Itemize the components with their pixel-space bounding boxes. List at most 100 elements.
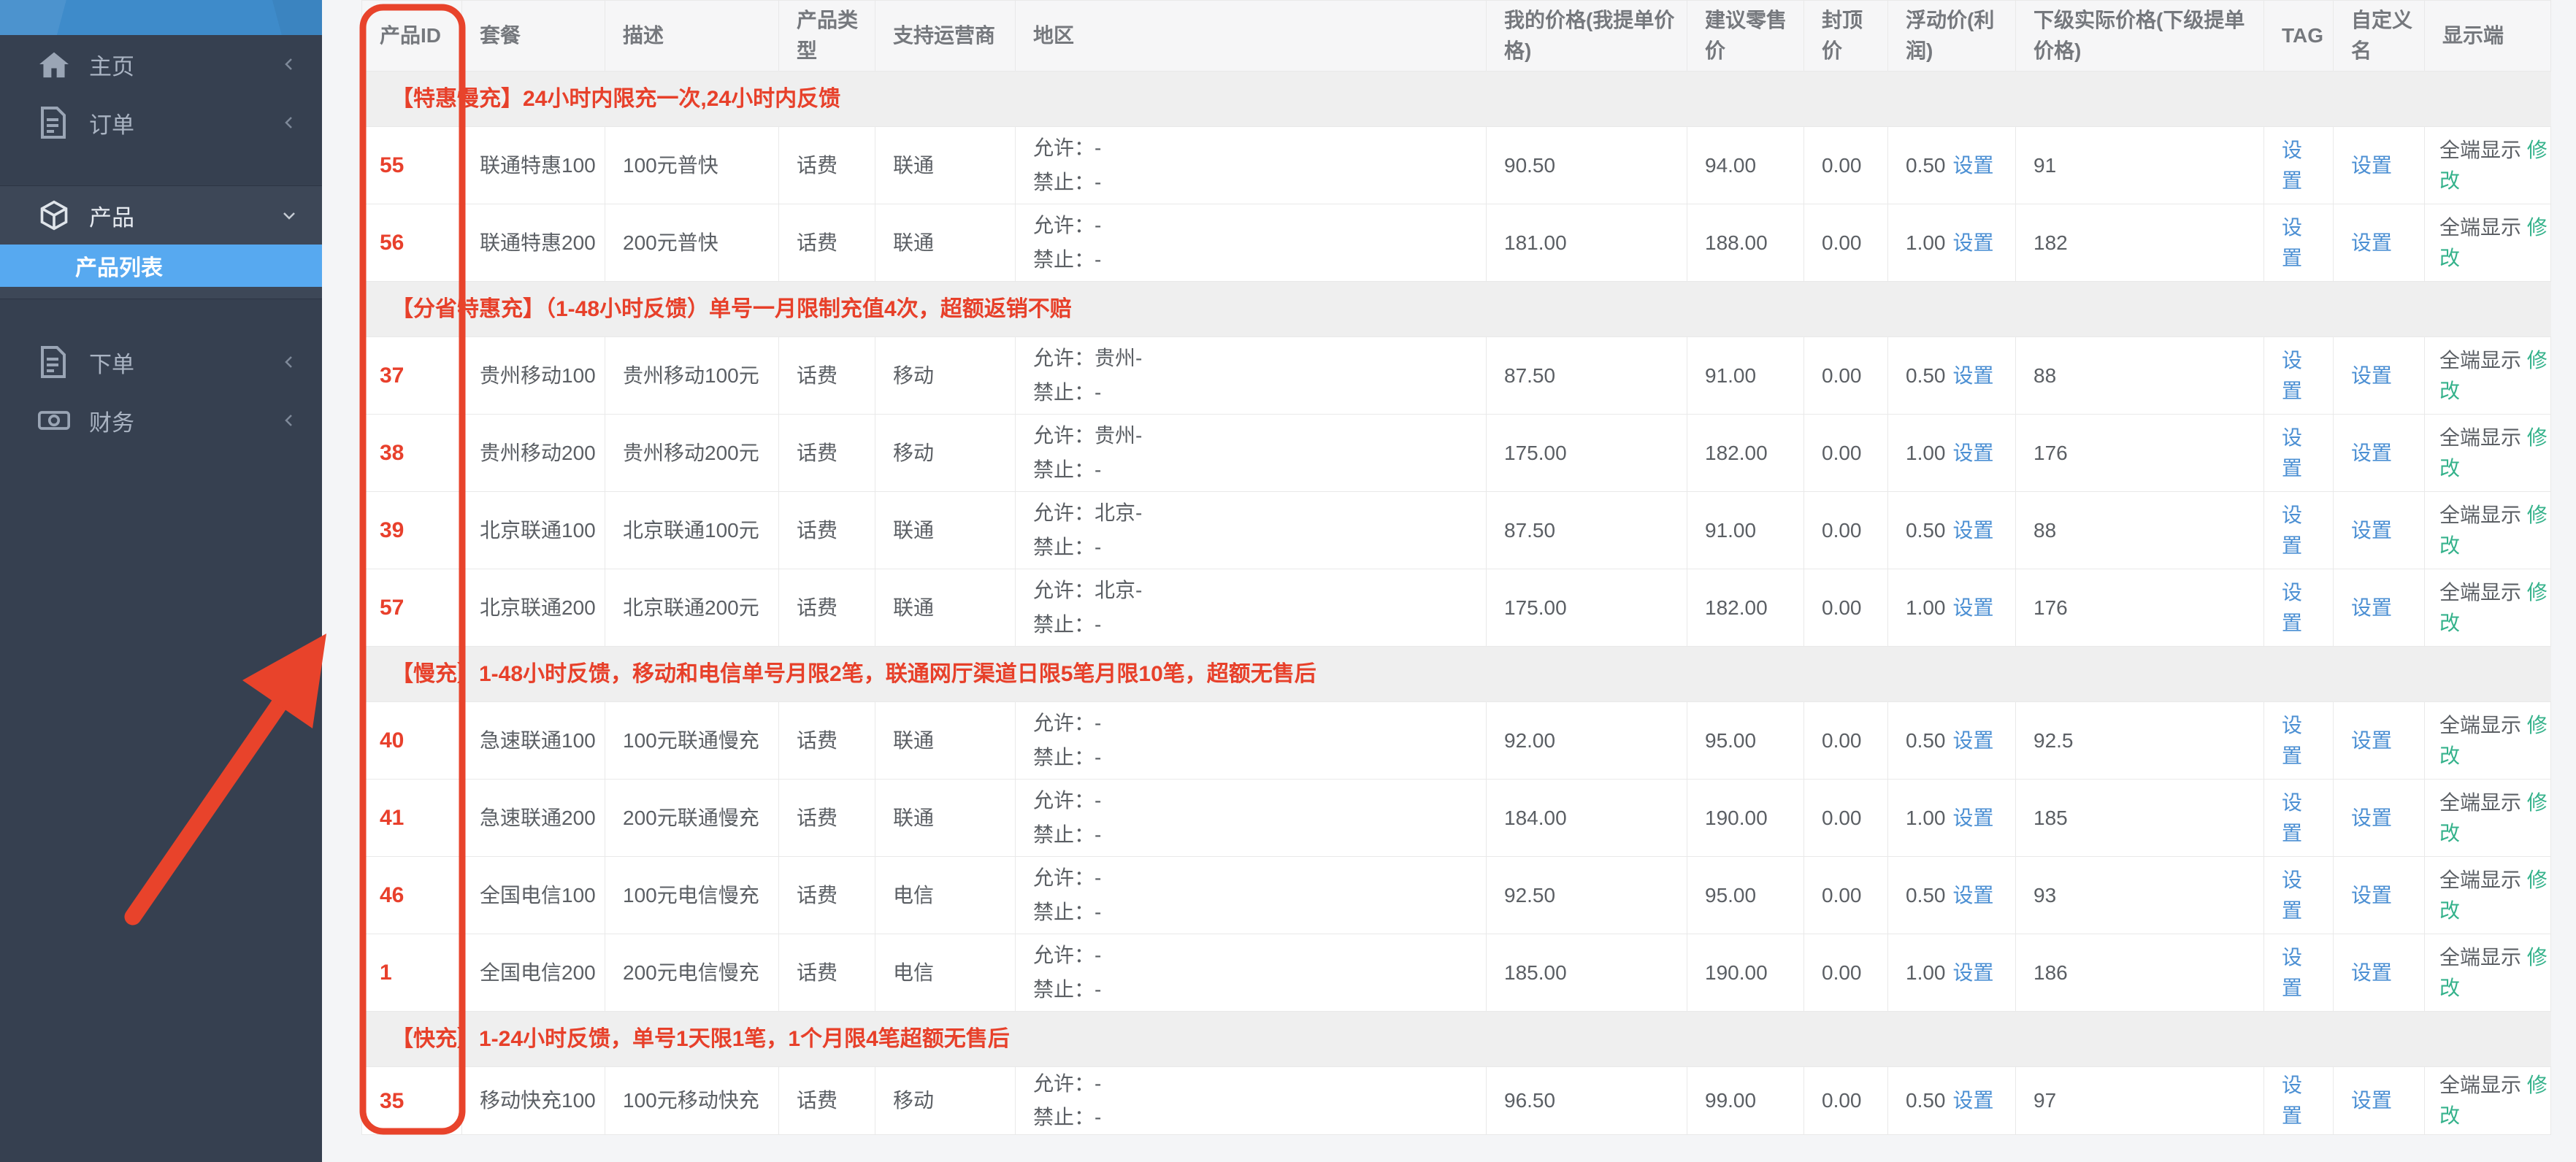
display-modify-link[interactable]: 修改 xyxy=(2439,348,2548,402)
float-price-set-link[interactable]: 设置 xyxy=(1952,883,1994,907)
tag-set-link[interactable]: 设置 xyxy=(2282,215,2303,269)
custom-name-set-link[interactable]: 设置 xyxy=(2351,728,2393,752)
float-price-set-link[interactable]: 设置 xyxy=(1952,518,1994,542)
display-modify-link[interactable]: 修改 xyxy=(2439,713,2548,767)
product-id-cell: 56 xyxy=(361,204,462,282)
display-modify-link[interactable]: 修改 xyxy=(2439,215,2548,269)
sub-price-cell: 186 xyxy=(2015,934,2264,1012)
region-cell: 允许：北京- 禁止：- xyxy=(1015,491,1487,569)
section-row-text: 【慢充】1-48小时反馈，移动和电信单号月限2笔，联通网厅渠道日限5笔月限10笔… xyxy=(361,646,2551,702)
region-allow-line: 允许：- xyxy=(1033,214,1102,237)
ptype-cell: 话费 xyxy=(778,126,875,204)
carrier-cell: 联通 xyxy=(875,701,1016,780)
custom-name-set-link[interactable]: 设置 xyxy=(2351,231,2393,254)
float-price-cell: 0.50 设置 xyxy=(1887,856,2016,934)
retail-price-cell: 99.00 xyxy=(1687,1066,1804,1136)
display-modify-link[interactable]: 修改 xyxy=(2439,868,2548,922)
sidebar-item-place-order[interactable]: 下单 xyxy=(0,333,322,391)
section-row: 【特惠慢充】24小时内限充一次,24小时内反馈 xyxy=(361,71,2551,127)
float-price-set-link[interactable]: 设置 xyxy=(1952,231,1994,254)
table-row: 41 急速联通200 200元联通慢充 话费 联通 允许：- 禁止：- 184.… xyxy=(361,779,2551,857)
float-price-set-link[interactable]: 设置 xyxy=(1952,363,1994,387)
display-mode-text: 全端显示 xyxy=(2439,1074,2522,1097)
float-price-set-link[interactable]: 设置 xyxy=(1952,728,1994,752)
col-header-desc: 描述 xyxy=(605,0,779,72)
retail-price-cell: 182.00 xyxy=(1687,414,1804,492)
custom-name-set-link[interactable]: 设置 xyxy=(2351,518,2393,542)
table-row: 46 全国电信100 100元电信慢充 话费 电信 允许：- 禁止：- 92.5… xyxy=(361,856,2551,934)
tag-set-link[interactable]: 设置 xyxy=(2282,1074,2303,1128)
region-forbid-line: 禁止：- xyxy=(1033,1106,1102,1129)
float-price-set-link[interactable]: 设置 xyxy=(1952,961,1994,984)
sub-price-cell: 88 xyxy=(2015,336,2264,415)
float-price-set-link[interactable]: 设置 xyxy=(1952,1089,1994,1112)
tag-set-link[interactable]: 设置 xyxy=(2282,138,2303,192)
display-modify-link[interactable]: 修改 xyxy=(2439,790,2548,844)
home-icon xyxy=(38,50,70,79)
product-table-body: 【特惠慢充】24小时内限充一次,24小时内反馈 55 联通特惠100 100元普… xyxy=(361,71,2551,1136)
float-price-set-link[interactable]: 设置 xyxy=(1952,153,1994,177)
tag-set-link[interactable]: 设置 xyxy=(2282,713,2303,767)
custom-name-set-link[interactable]: 设置 xyxy=(2351,883,2393,907)
display-modify-link[interactable]: 修改 xyxy=(2439,503,2548,557)
display-cell: 全端显示 修改 xyxy=(2424,204,2551,282)
float-price-value: 0.50 xyxy=(1906,153,1946,177)
display-modify-link[interactable]: 修改 xyxy=(2439,580,2548,634)
tag-set-link[interactable]: 设置 xyxy=(2282,790,2303,844)
tag-set-link[interactable]: 设置 xyxy=(2282,580,2303,634)
custom-name-set-link[interactable]: 设置 xyxy=(2351,961,2393,984)
table-header: 产品ID 套餐 描述 产品类型 支持运营商 地区 我的价格(我提单价格) 建议零… xyxy=(361,0,2551,72)
float-price-set-link[interactable]: 设置 xyxy=(1952,806,1994,829)
display-modify-link[interactable]: 修改 xyxy=(2439,1074,2548,1128)
tag-set-link[interactable]: 设置 xyxy=(2282,426,2303,480)
float-price-cell: 1.00 设置 xyxy=(1887,779,2016,857)
sidebar-item-label: 产品 xyxy=(89,204,134,231)
sidebar-item-finance[interactable]: 财务 xyxy=(0,391,322,450)
carrier-cell: 联通 xyxy=(875,569,1016,647)
custom-name-cell: 设置 xyxy=(2333,779,2425,857)
money-icon xyxy=(38,406,70,435)
sidebar-item-label: 财务 xyxy=(89,409,134,436)
product-id-cell: 37 xyxy=(361,336,462,415)
table-row: 56 联通特惠200 200元普快 话费 联通 允许：- 禁止：- 181.00… xyxy=(361,204,2551,282)
region-allow-line: 允许：- xyxy=(1033,136,1102,160)
region-forbid-line: 禁止：- xyxy=(1033,170,1102,193)
section-row-text: 【快充】1-24小时反馈，单号1天限1笔，1个月限4笔超额无售后 xyxy=(361,1011,2551,1067)
ptype-cell: 话费 xyxy=(778,569,875,647)
tag-set-link[interactable]: 设置 xyxy=(2282,868,2303,922)
sidebar-item-home[interactable]: 主页 xyxy=(0,35,322,93)
tag-set-link[interactable]: 设置 xyxy=(2282,503,2303,557)
plan-cell: 急速联通200 xyxy=(461,779,605,857)
display-modify-link[interactable]: 修改 xyxy=(2439,138,2548,192)
tag-set-link[interactable]: 设置 xyxy=(2282,945,2303,999)
float-price-value: 1.00 xyxy=(1906,231,1946,254)
col-header-retail: 建议零售价 xyxy=(1687,0,1804,72)
ptype-cell: 话费 xyxy=(778,856,875,934)
custom-name-set-link[interactable]: 设置 xyxy=(2351,596,2393,619)
float-price-cell: 0.50 设置 xyxy=(1887,126,2016,204)
sidebar-item-orders[interactable]: 订单 xyxy=(0,93,322,152)
sidebar-item-product-list[interactable]: 产品列表 xyxy=(0,245,322,287)
display-modify-link[interactable]: 修改 xyxy=(2439,945,2548,999)
chevron-left-icon xyxy=(281,115,297,131)
sub-price-cell: 93 xyxy=(2015,856,2264,934)
tag-set-link[interactable]: 设置 xyxy=(2282,348,2303,402)
sub-price-cell: 92.5 xyxy=(2015,701,2264,780)
my-price-cell: 87.50 xyxy=(1486,491,1687,569)
region-cell: 允许：贵州- 禁止：- xyxy=(1015,336,1487,415)
custom-name-set-link[interactable]: 设置 xyxy=(2351,363,2393,387)
custom-name-set-link[interactable]: 设置 xyxy=(2351,153,2393,177)
float-price-set-link[interactable]: 设置 xyxy=(1952,441,1994,464)
section-row-text: 【特惠慢充】24小时内限充一次,24小时内反馈 xyxy=(361,71,2551,127)
sidebar-item-products[interactable]: 产品 xyxy=(0,186,322,245)
display-cell: 全端显示 修改 xyxy=(2424,126,2551,204)
custom-name-set-link[interactable]: 设置 xyxy=(2351,1089,2393,1112)
float-price-set-link[interactable]: 设置 xyxy=(1952,596,1994,619)
custom-name-set-link[interactable]: 设置 xyxy=(2351,441,2393,464)
product-id-cell: 39 xyxy=(361,491,462,569)
custom-name-set-link[interactable]: 设置 xyxy=(2351,806,2393,829)
carrier-cell: 联通 xyxy=(875,779,1016,857)
region-forbid-line: 禁止：- xyxy=(1033,247,1102,271)
display-modify-link[interactable]: 修改 xyxy=(2439,426,2548,480)
plan-cell: 联通特惠100 xyxy=(461,126,605,204)
